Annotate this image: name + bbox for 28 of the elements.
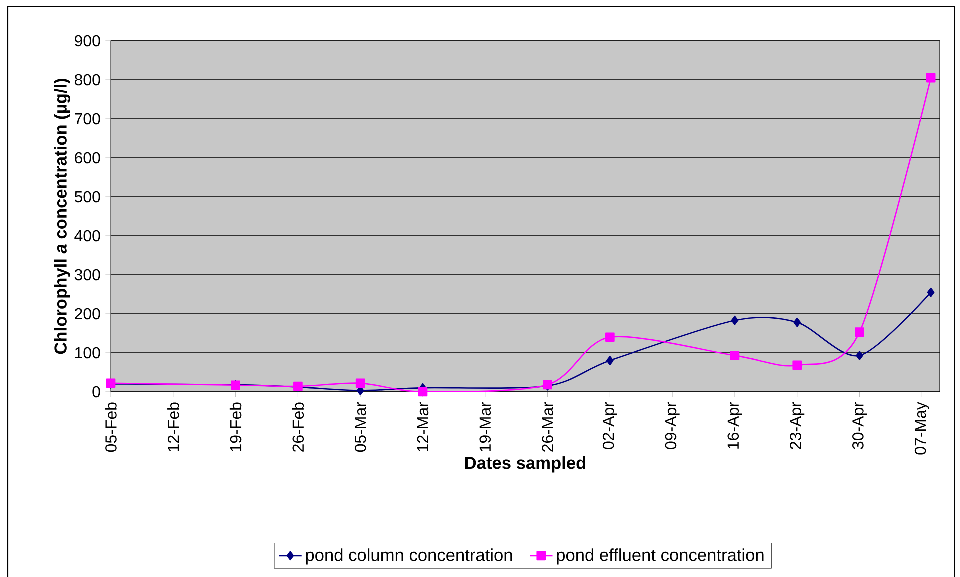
x-tick-label: 16-Apr: [728, 402, 742, 449]
x-tick-label: 05-Mar: [354, 402, 366, 452]
x-tick-label: 26-Feb: [292, 402, 304, 452]
y-tick-label: 700: [75, 113, 100, 125]
y-tick-label: 800: [74, 74, 100, 86]
legend-label: pond effluent concentration: [557, 548, 764, 565]
y-tick-label: 0: [92, 386, 100, 398]
x-tick-label: 12-Mar: [417, 402, 429, 452]
y-tick-label: 100: [75, 347, 100, 359]
x-tick-label: 26-Mar: [542, 402, 554, 452]
x-tick-label: 05-Feb: [105, 402, 117, 452]
legend-label: pond column concentration: [306, 548, 512, 565]
x-tick-label: 19-Feb: [230, 402, 242, 452]
y-tick-label: 500: [74, 191, 100, 203]
y-axis-title: Chlorophyll a concentration (µg/l): [54, 78, 70, 354]
x-tick-label: 19-Mar: [480, 402, 492, 452]
y-tick-label: 300: [74, 269, 100, 281]
x-tick-label: 07-May: [914, 402, 930, 455]
x-tick-label: 09-Apr: [665, 402, 680, 450]
y-tick-label: 900: [75, 35, 100, 47]
y-tick-label: 600: [75, 152, 100, 164]
x-tick-label: 02-Apr: [602, 402, 618, 450]
x-axis-title: Dates sampled: [465, 456, 586, 473]
x-tick-label: 30-Apr: [852, 402, 868, 450]
y-tick-label: 400: [74, 230, 100, 242]
x-tick-label: 12-Feb: [168, 402, 180, 452]
y-tick-label: 200: [75, 308, 100, 320]
x-tick-label: 23-Apr: [790, 402, 805, 450]
